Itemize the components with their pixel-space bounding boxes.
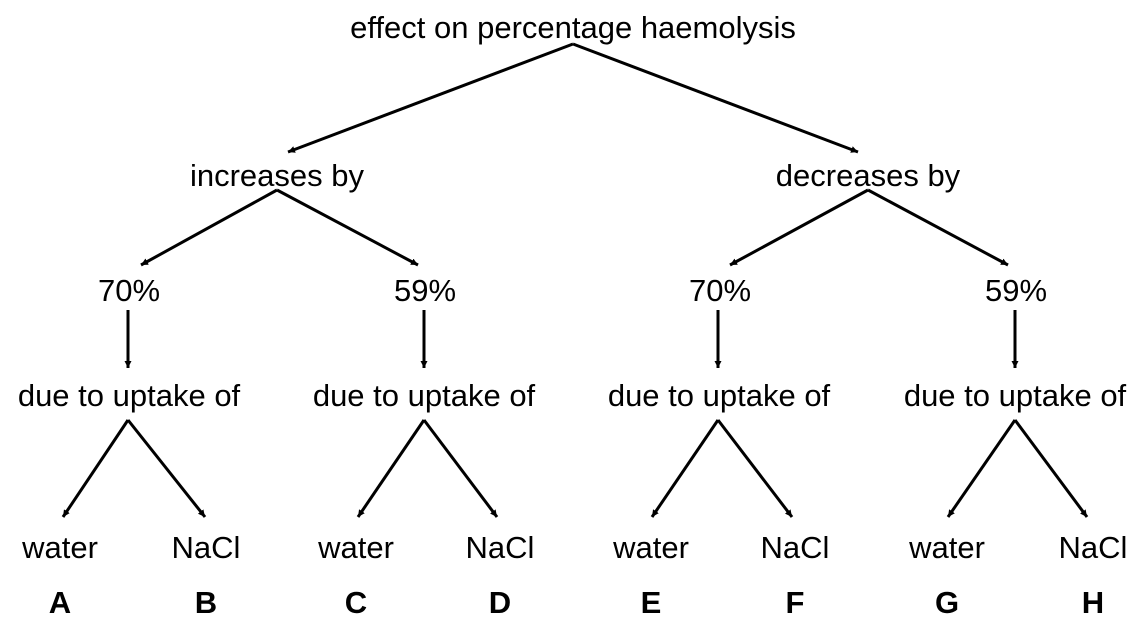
arrow-reason-4-to-water	[946, 419, 1017, 518]
substance-label: NaCl	[760, 530, 830, 565]
substance-label: NaCl	[465, 530, 535, 565]
reason-label: due to uptake of	[903, 378, 1127, 413]
branch-increases-label: increases by	[189, 158, 365, 193]
reason-label: due to uptake of	[312, 378, 536, 413]
arrow-root-to-increases	[287, 42, 574, 154]
reason-label: due to uptake of	[607, 378, 831, 413]
arrow-decreases-to-59	[867, 188, 1009, 267]
arrow-decreases-to-70	[729, 188, 869, 267]
substance-label: NaCl	[171, 530, 241, 565]
root-label: effect on percentage haemolysis	[350, 10, 796, 45]
option-letter: H	[1081, 585, 1105, 620]
substance-label: water	[318, 530, 394, 565]
option-letter: C	[344, 585, 368, 620]
arrow-reason-1-to-nacl	[126, 419, 207, 518]
option-letter: D	[488, 585, 512, 620]
substance-label: water	[22, 530, 98, 565]
arrow-reason-3-to-water	[650, 419, 720, 518]
amount-value: 70%	[688, 273, 752, 308]
amount-value: 70%	[97, 273, 161, 308]
substance-label: NaCl	[1058, 530, 1128, 565]
arrow-reason-3-to-nacl	[716, 419, 794, 518]
amount-value: 59%	[393, 273, 457, 308]
option-letter: A	[48, 585, 72, 620]
option-letter: B	[194, 585, 218, 620]
arrow-reason-2-to-nacl	[422, 419, 499, 518]
arrow-root-to-decreases	[572, 42, 859, 154]
arrow-reason-4-to-nacl	[1013, 419, 1089, 518]
arrow-reason-1-to-water	[61, 419, 130, 518]
branch-decreases-label: decreases by	[775, 158, 961, 193]
option-letter: E	[640, 585, 662, 620]
option-letter: F	[785, 585, 805, 620]
option-letter: G	[934, 585, 960, 620]
reason-label: due to uptake of	[17, 378, 241, 413]
arrow-reason-2-to-water	[356, 419, 426, 518]
arrow-increases-to-59	[276, 188, 419, 267]
substance-label: water	[909, 530, 985, 565]
arrow-increases-to-70	[140, 188, 278, 267]
amount-value: 59%	[984, 273, 1048, 308]
substance-label: water	[613, 530, 689, 565]
